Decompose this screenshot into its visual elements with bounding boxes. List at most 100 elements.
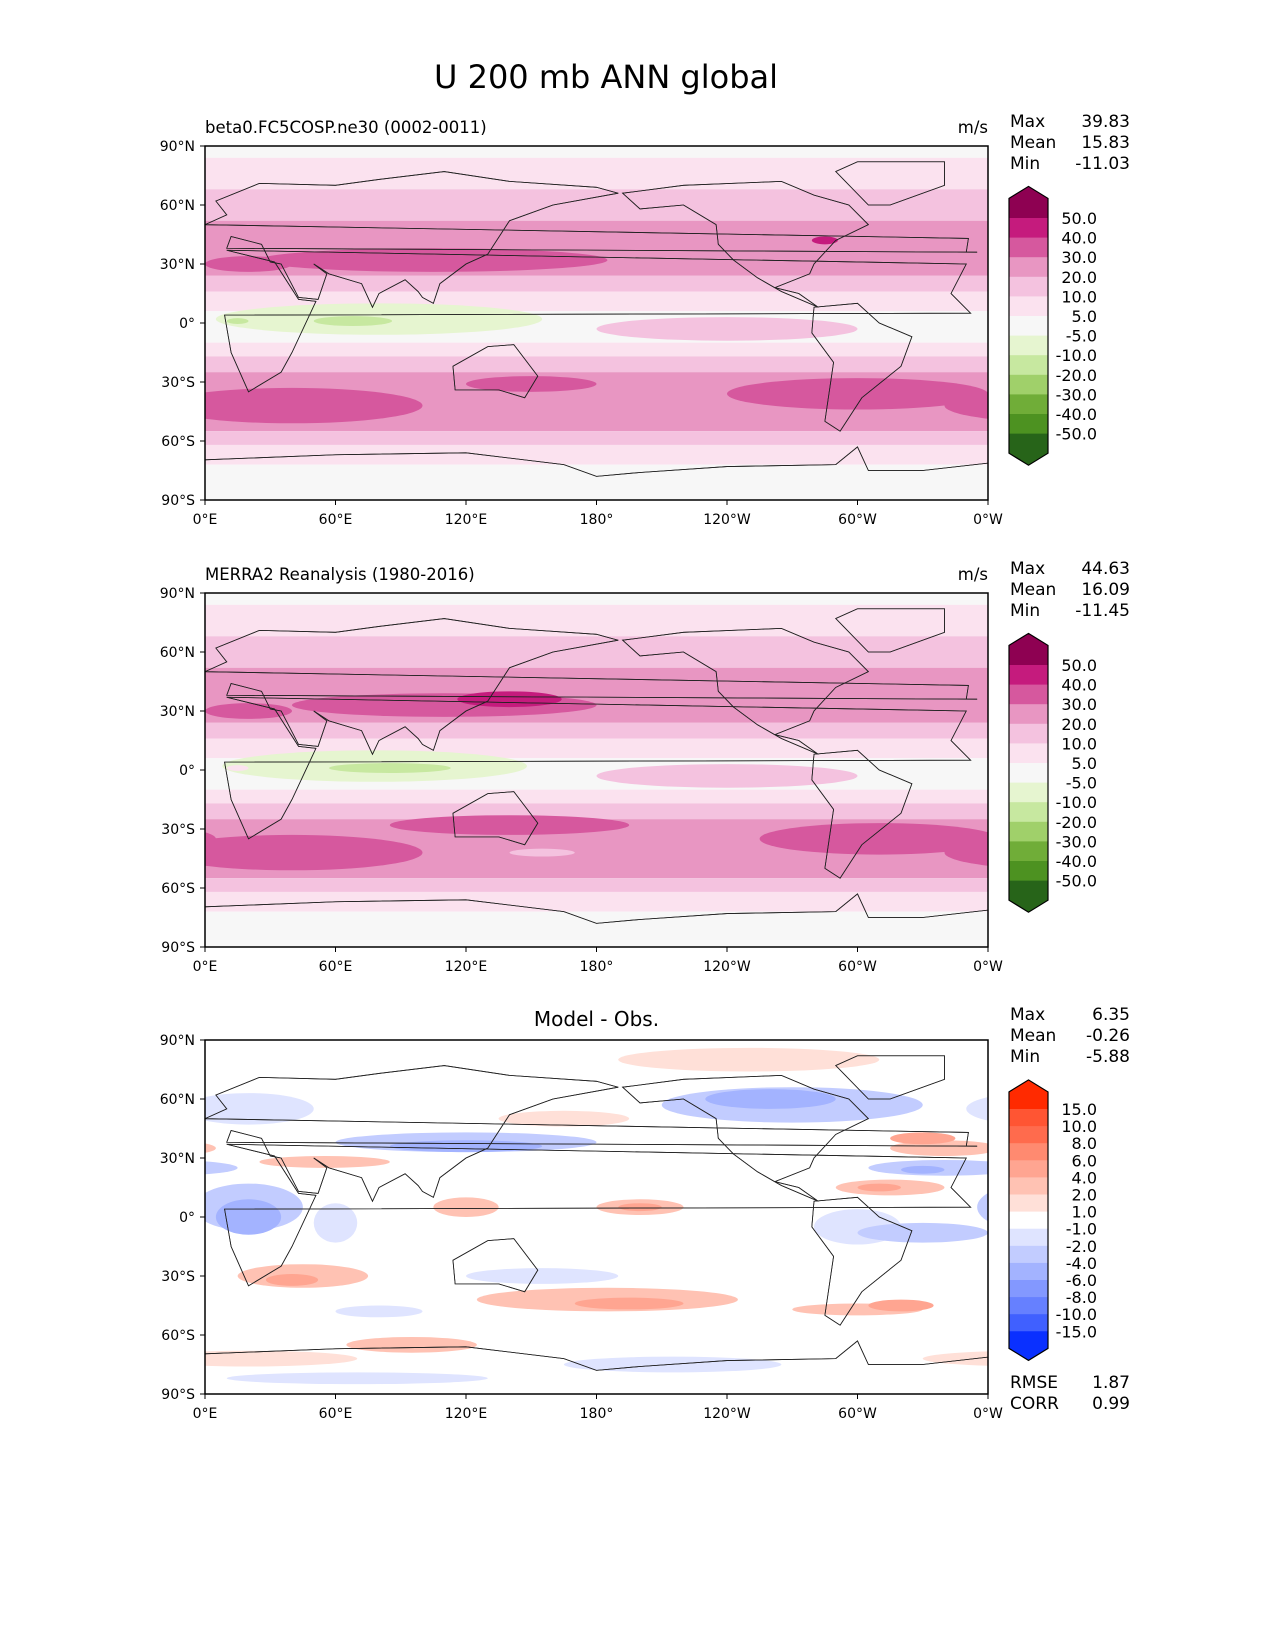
x-tick-label: 120°W <box>703 1406 751 1422</box>
stat-label: Max <box>1010 112 1046 132</box>
panel-1-stat-min: Min -11.03 <box>1010 154 1130 175</box>
colorbar-segment <box>1009 296 1048 317</box>
contour-region <box>85 1300 150 1312</box>
colorbar-segment <box>1009 841 1048 862</box>
x-tick-label: 120°E <box>445 959 488 975</box>
y-tick-label: 30°S <box>161 822 195 838</box>
contour-band <box>205 636 988 668</box>
contour-region <box>457 691 562 708</box>
contour-region <box>1075 693 1275 717</box>
stat-value: 0.99 <box>1092 1394 1130 1414</box>
figure-title: U 200 mb ANN global <box>433 58 779 96</box>
map-fill <box>0 593 1275 947</box>
stat-value: -11.03 <box>1075 154 1130 174</box>
colorbar-segment <box>1009 276 1048 297</box>
colorbar-segment <box>1009 1297 1048 1315</box>
colorbar-tick-label: -50.0 <box>1056 425 1097 444</box>
colorbar-segment <box>1009 861 1048 882</box>
colorbar-segment <box>1009 821 1048 842</box>
panel-2-stat-mean: Mean 16.09 <box>1010 580 1130 601</box>
contour-region <box>118 1166 162 1174</box>
stat-value: -5.88 <box>1086 1047 1130 1067</box>
colorbar-tick-label: 15.0 <box>1061 1100 1097 1119</box>
contour-region <box>509 848 575 857</box>
coastline-eurasia <box>205 1065 978 1203</box>
contour-region <box>0 1087 140 1122</box>
colorbar-tick-label: -50.0 <box>1056 872 1097 891</box>
panel-2-units: m/s <box>957 565 988 584</box>
colorbar-segment <box>1009 1245 1048 1264</box>
contour-region <box>107 1132 172 1144</box>
colorbar-tick-label: 40.0 <box>1061 229 1097 248</box>
contour-region <box>618 1047 880 1072</box>
stat-label: RMSE <box>1010 1373 1059 1393</box>
colorbar-segment <box>1009 1126 1048 1144</box>
colorbar-tick-label: 5.0 <box>1072 307 1097 326</box>
colorbar-tick-label: -10.0 <box>1056 346 1097 365</box>
colorbar-extend-max <box>1009 186 1048 218</box>
colorbar-outline <box>1008 185 1049 466</box>
y-tick-label: 0° <box>179 316 195 332</box>
colorbar-tick-label: 10.0 <box>1061 287 1097 306</box>
colorbar-2: 50.040.030.020.010.05.0-5.0-10.0-20.0-30… <box>1008 632 1097 913</box>
stat-value: 44.63 <box>1081 559 1130 579</box>
contour-region <box>1119 1306 1206 1318</box>
panel-2-title: MERRA2 Reanalysis (1980-2016) <box>205 565 475 584</box>
map-fill <box>0 1040 1206 1394</box>
y-tick-label: 0° <box>179 1210 195 1226</box>
colorbar-extend-min <box>1009 880 1048 913</box>
contour-region <box>53 1180 162 1196</box>
stat-label: Max <box>1010 559 1046 579</box>
contour-region <box>618 1203 662 1212</box>
stat-value: -0.26 <box>1086 1026 1130 1046</box>
contour-region <box>9 1304 140 1316</box>
contour-band <box>205 878 988 892</box>
colorbar-tick-label: -15.0 <box>1056 1322 1097 1341</box>
stat-value: 1.87 <box>1092 1373 1130 1393</box>
contour-region <box>1173 815 1275 835</box>
colorbar-segment <box>1009 763 1048 784</box>
x-tick-label: 60°E <box>319 959 353 975</box>
x-tick-label: 0°W <box>973 959 1003 975</box>
x-tick-label: 120°W <box>703 512 751 528</box>
stat-label: Min <box>1010 154 1041 174</box>
colorbar-tick-label: -5.0 <box>1066 774 1097 793</box>
contour-band <box>205 803 988 820</box>
panel-2-stat-min: Min -11.45 <box>1010 601 1130 622</box>
contour-region <box>0 317 75 341</box>
coastline-australia <box>452 1238 539 1293</box>
panel-3-stat-min: Min -5.88 <box>1010 1047 1130 1068</box>
contour-region <box>0 764 75 788</box>
colorbar-3: 15.010.08.06.04.02.01.0-1.0-2.0-4.0-6.0-… <box>1008 1079 1097 1362</box>
contour-region <box>205 387 423 424</box>
contour-band <box>205 431 988 445</box>
contour-region <box>683 230 988 266</box>
colorbar-tick-label: 30.0 <box>1061 248 1097 267</box>
coastline-antarctica <box>205 893 988 924</box>
contour-region <box>0 317 162 341</box>
contour-region <box>346 1336 477 1353</box>
contour-region <box>259 248 608 272</box>
colorbar-tick-label: 4.0 <box>1072 1168 1097 1187</box>
coastline-greenland <box>835 608 945 653</box>
contour-region <box>226 765 249 771</box>
contour-region <box>205 1143 216 1153</box>
colorbar-segment <box>1009 704 1048 725</box>
contour-region <box>31 1209 118 1244</box>
colorbar-segment <box>1009 665 1048 686</box>
contour-region <box>205 256 292 272</box>
colorbar-extend-min <box>1009 433 1048 466</box>
colorbar-tick-label: -30.0 <box>1056 832 1097 851</box>
colorbar-segment <box>1009 316 1048 337</box>
contour-region <box>574 1297 684 1310</box>
colorbar-segment <box>1009 802 1048 823</box>
colorbar-extend-min <box>1009 1331 1048 1361</box>
colorbar-tick-label: 6.0 <box>1072 1151 1097 1170</box>
colorbar-tick-label: -40.0 <box>1056 852 1097 871</box>
colorbar-tick-label: -20.0 <box>1056 813 1097 832</box>
contour-region <box>0 1048 96 1072</box>
contour-region <box>75 1184 119 1192</box>
contour-region <box>1097 1203 1141 1242</box>
y-tick-label: 90°S <box>161 1387 195 1403</box>
contour-band <box>205 444 988 465</box>
